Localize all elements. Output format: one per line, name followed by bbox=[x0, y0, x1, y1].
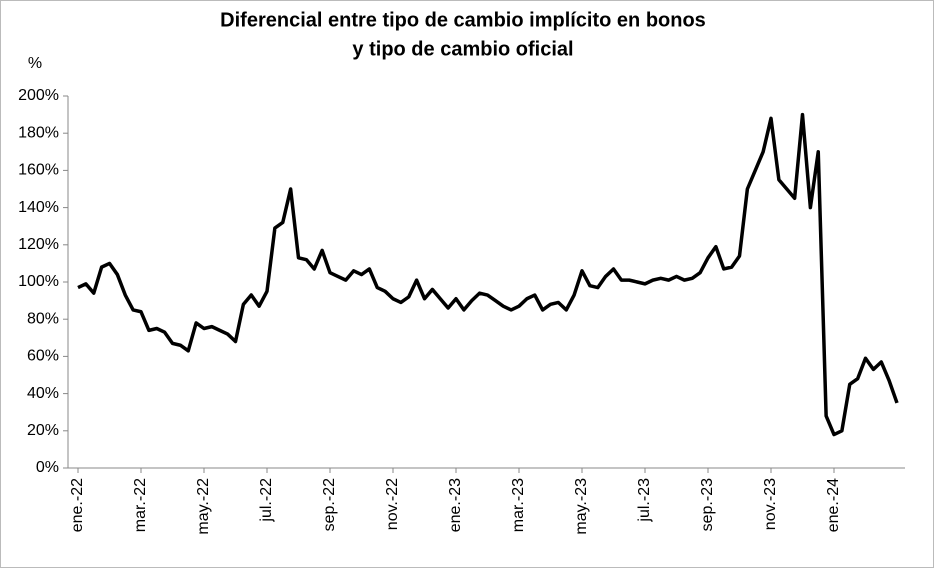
line-series bbox=[77, 112, 899, 437]
x-tick-label: ene.-23 bbox=[447, 478, 464, 532]
x-tick-label: ene.-24 bbox=[825, 478, 842, 532]
y-tick-label: 160% bbox=[18, 162, 59, 179]
y-tick-label: 100% bbox=[18, 273, 59, 290]
x-tick-label: mar.-23 bbox=[510, 478, 527, 532]
x-tick-label: jul.-23 bbox=[636, 478, 653, 523]
x-tick-label: sep.-22 bbox=[321, 478, 338, 531]
y-tick-label: 60% bbox=[27, 348, 59, 365]
y-axis-label: % bbox=[28, 55, 42, 72]
y-tick-label: 20% bbox=[27, 422, 59, 439]
y-tick-label: 120% bbox=[18, 236, 59, 253]
x-tick-label: jul.-22 bbox=[258, 478, 275, 523]
y-tick-label: 0% bbox=[36, 459, 59, 476]
y-tick-label: 140% bbox=[18, 199, 59, 216]
x-tick-label: ene.-22 bbox=[69, 478, 86, 532]
x-tick-label: nov.-23 bbox=[762, 478, 779, 530]
x-tick-label: mar.-22 bbox=[132, 478, 149, 532]
x-tick-label: may.-23 bbox=[573, 478, 590, 535]
y-tick-label: 40% bbox=[27, 385, 59, 402]
chart-title: y tipo de cambio oficial bbox=[352, 38, 573, 60]
chart-title: Diferencial entre tipo de cambio implíci… bbox=[220, 9, 706, 31]
x-tick-label: may.-22 bbox=[195, 478, 212, 535]
x-tick-label: nov.-22 bbox=[384, 478, 401, 530]
x-tick-label: sep.-23 bbox=[699, 478, 716, 531]
y-tick-label: 80% bbox=[27, 310, 59, 327]
y-tick-label: 200% bbox=[18, 87, 59, 104]
y-tick-label: 180% bbox=[18, 124, 59, 141]
